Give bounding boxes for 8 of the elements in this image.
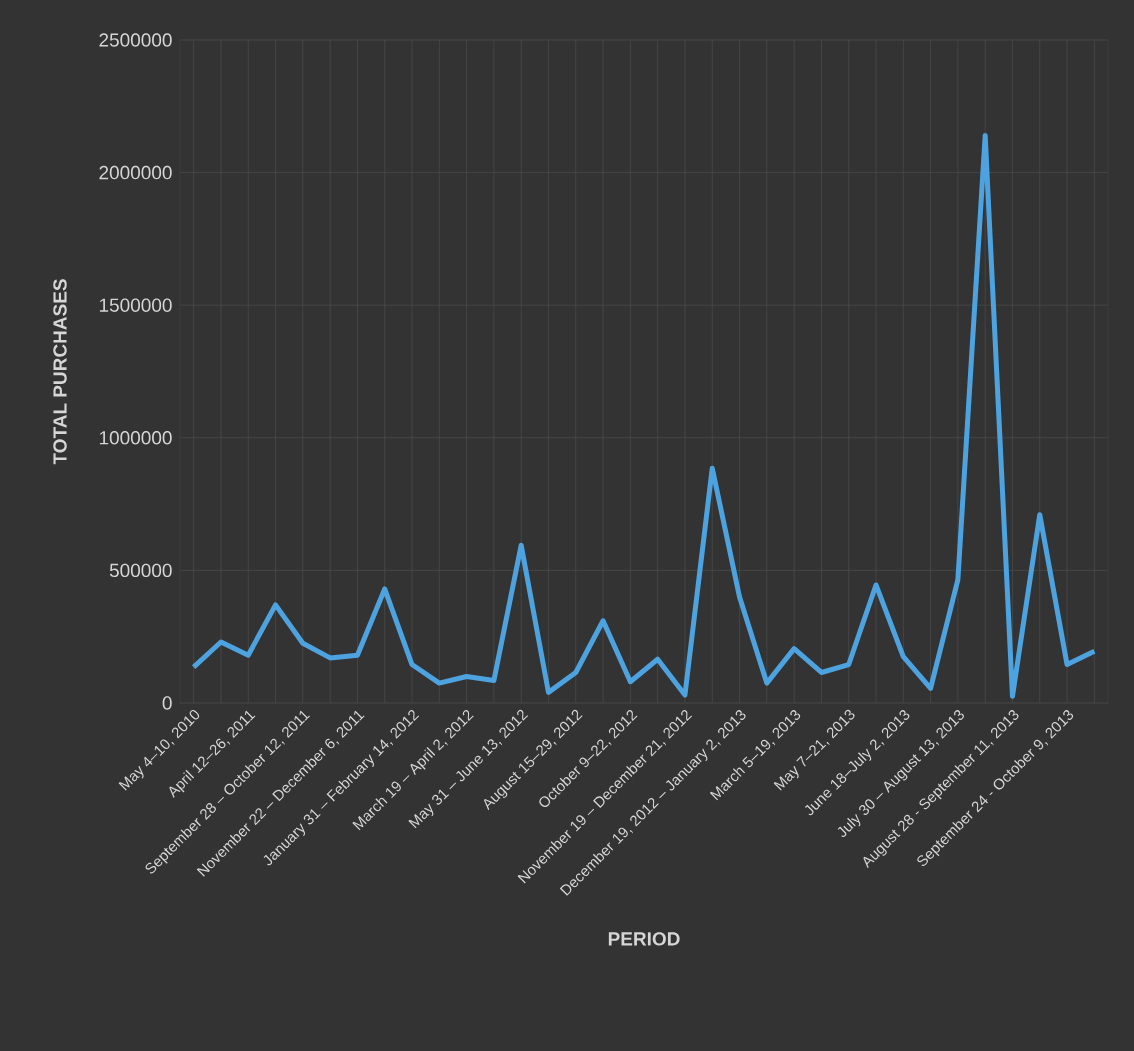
y-tick-label: 2500000 xyxy=(99,33,172,47)
y-tick-label: 500000 xyxy=(109,563,172,578)
y-tick-label: 1500000 xyxy=(99,298,172,312)
y-axis-title: TOTAL PURCHASES xyxy=(53,279,67,465)
y-tick-label: 0 xyxy=(162,696,172,710)
y-tick-label: 1000000 xyxy=(99,431,172,445)
y-tick-label: 2000000 xyxy=(99,165,172,180)
x-axis-title: PERIOD xyxy=(608,932,680,946)
